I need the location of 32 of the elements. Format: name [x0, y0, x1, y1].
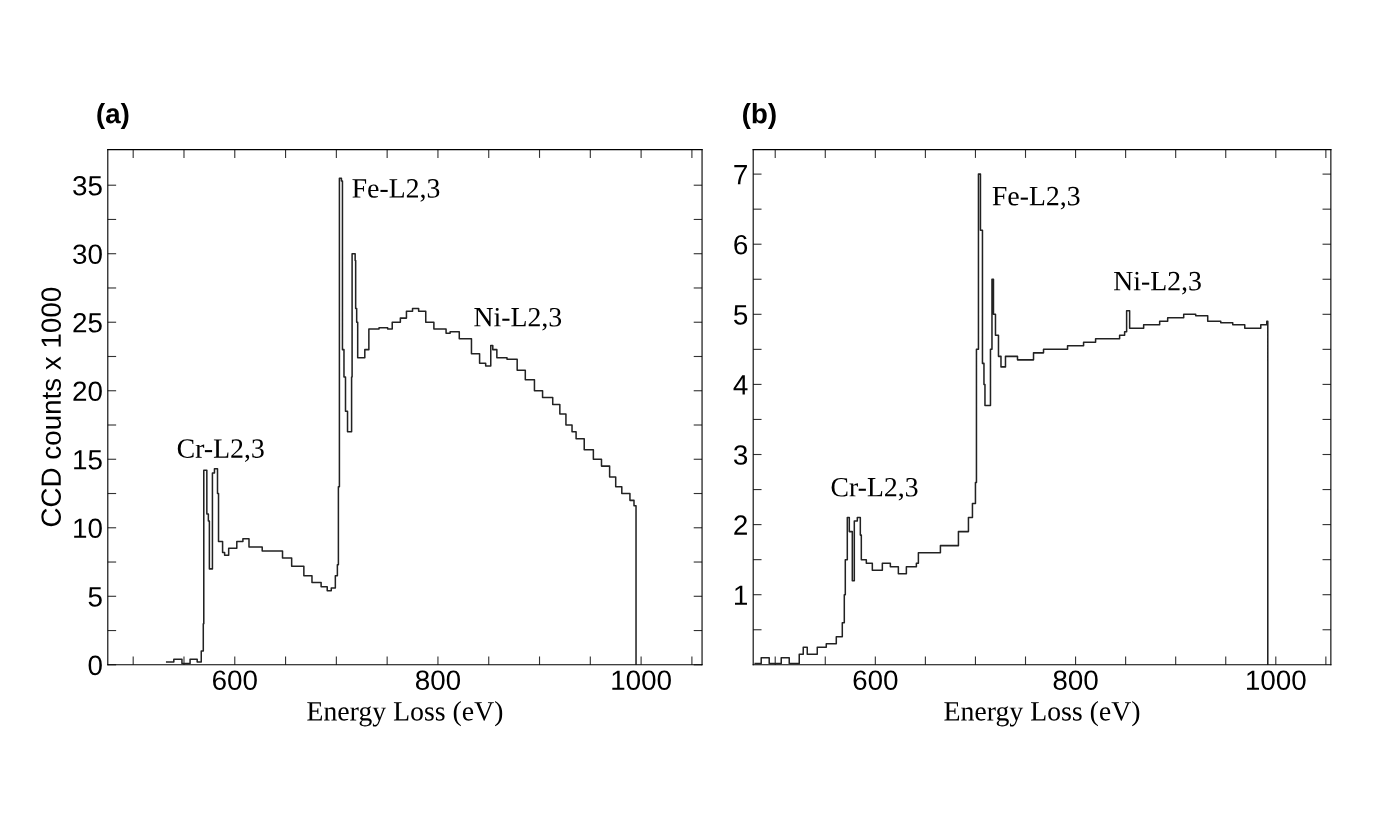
y-tick-label: 1: [735, 585, 747, 605]
annotation: Ni-L2,3: [474, 307, 562, 331]
x-tick-label: 600: [853, 670, 898, 691]
x-axis-title: Energy Loss (eV): [307, 701, 503, 727]
x-tick-label: 600: [213, 670, 257, 691]
y-tick-label: 3: [733, 445, 748, 465]
x-tick-label: 1000: [612, 670, 671, 691]
y-tick-label: 20: [73, 381, 102, 402]
y-tick-label: 6: [734, 234, 748, 255]
y-tick-label: 35: [73, 175, 102, 196]
chart-title: (a): [97, 103, 129, 129]
y-tick-label: 4: [733, 375, 748, 395]
chart-title: (b): [743, 103, 776, 129]
annotation: Cr-L2,3: [831, 477, 918, 501]
annotation: Ni-L2,3: [1114, 271, 1201, 295]
x-tick-label: 1000: [1247, 670, 1306, 691]
y-axis-title: CCD counts x 1000: [41, 287, 61, 527]
y-tick-label: 5: [733, 305, 748, 325]
y-tick-label: 15: [74, 450, 102, 470]
y-tick-label: 30: [73, 244, 102, 265]
x-tick-label: 800: [415, 670, 461, 691]
annotation: Cr-L2,3: [177, 439, 264, 462]
y-tick-label: 25: [73, 312, 102, 333]
annotation: Fe-L2,3: [352, 179, 440, 202]
y-tick-label: 2: [734, 515, 747, 535]
y-tick-label: 10: [74, 518, 102, 539]
y-tick-label: 5: [88, 587, 102, 607]
y-tick-label: 7: [734, 165, 747, 185]
x-tick-label: 800: [1053, 670, 1098, 691]
x-axis-title: Energy Loss (eV): [944, 701, 1140, 727]
annotation: Fe-L2,3: [992, 186, 1080, 210]
y-tick-label: 0: [88, 655, 102, 676]
